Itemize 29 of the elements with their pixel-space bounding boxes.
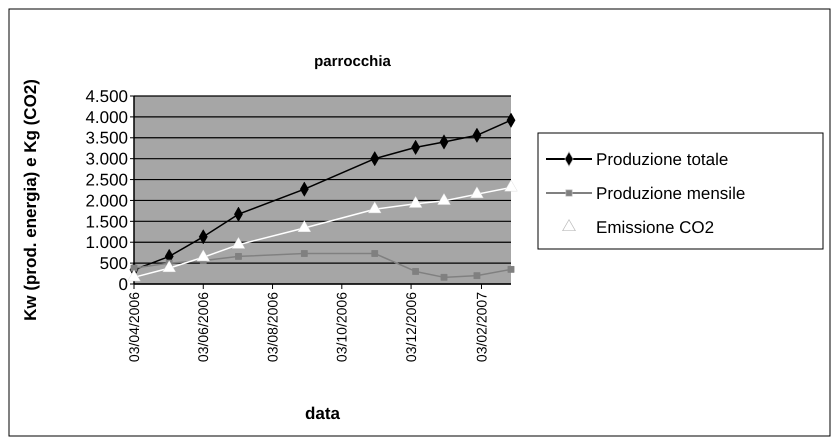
x-tick-label: 03/02/2007 xyxy=(473,292,490,362)
point xyxy=(508,266,514,273)
y-axis-title: Kw (prod. energia) e Kg (CO2) xyxy=(20,79,40,321)
chart-title: parrocchia xyxy=(314,53,392,70)
legend-label: Produzione mensile xyxy=(596,184,746,203)
y-tick-label: 1.000 xyxy=(85,233,128,252)
x-tick-label: 03/06/2006 xyxy=(195,292,212,362)
y-tick-label: 2.000 xyxy=(85,191,128,210)
x-axis-title: data xyxy=(305,404,341,423)
y-tick-label: 3.000 xyxy=(85,150,128,169)
legend-label: Emissione CO2 xyxy=(596,218,714,237)
x-tick-label: 03/04/2006 xyxy=(126,292,142,362)
y-tick-label: 1.500 xyxy=(85,212,128,232)
point xyxy=(371,250,378,257)
x-tick-label: 03/10/2006 xyxy=(334,292,350,362)
point xyxy=(412,268,420,275)
y-tick-label: 4.000 xyxy=(85,108,128,127)
y-tick-label: 0 xyxy=(118,274,128,294)
y-tick-label: 2.500 xyxy=(85,170,128,190)
point xyxy=(235,253,242,260)
point xyxy=(440,274,448,281)
point xyxy=(300,250,308,257)
x-tick-label: 03/12/2006 xyxy=(402,292,419,362)
x-tick-label: 03/08/2006 xyxy=(264,292,280,362)
y-tick-label: 4.500 xyxy=(85,86,128,106)
y-tick-label: 3.500 xyxy=(85,128,128,148)
y-tick-label: 500 xyxy=(100,254,128,274)
legend-label: Produzione totale xyxy=(596,150,728,169)
point xyxy=(474,272,480,280)
